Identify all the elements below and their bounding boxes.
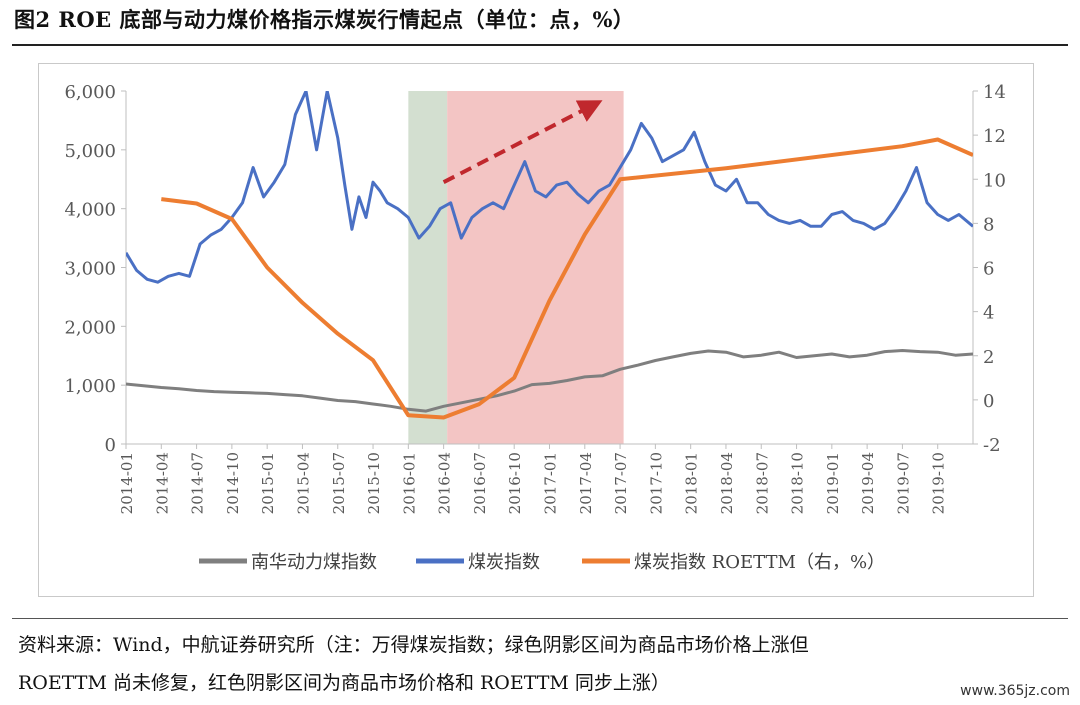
x-tick-label: 2017-10 — [647, 452, 665, 514]
right-tick-label: 12 — [983, 126, 1006, 147]
left-tick-label: 4,000 — [64, 200, 116, 221]
x-tick-label: 2018-10 — [789, 452, 807, 514]
x-tick-label: 2016-07 — [471, 452, 489, 514]
legend-item-roettm-label: 煤炭指数 ROETTM（右，%） — [634, 552, 885, 573]
x-tick-label: 2016-01 — [400, 452, 418, 514]
trend-arrow — [442, 100, 603, 184]
source-rule — [12, 618, 1068, 619]
left-tick-label: 1,000 — [64, 376, 116, 397]
right-tick-label: 10 — [983, 170, 1006, 191]
title-rule — [12, 44, 1068, 46]
x-tick-label: 2014-10 — [224, 452, 242, 514]
x-tick-label: 2016-10 — [506, 452, 524, 514]
series-line-nanhua — [126, 349, 973, 413]
x-tick-label: 2016-04 — [436, 452, 454, 514]
x-tick-label: 2015-01 — [259, 452, 277, 514]
source-note: 资料来源：Wind，中航证券研究所（注：万得煤炭指数；绿色阴影区间为商品市场价格… — [18, 626, 1068, 702]
x-tick-label: 2017-07 — [612, 452, 630, 514]
left-tick-label: 2,000 — [64, 317, 116, 338]
series-line-coal-index — [126, 91, 973, 284]
x-tick-label: 2018-07 — [753, 452, 771, 514]
right-tick-label: 4 — [983, 303, 994, 324]
x-tick-label: 2018-04 — [718, 452, 736, 514]
right-tick-label: 0 — [983, 391, 994, 412]
right-tick-label: -2 — [983, 435, 1001, 456]
source-line-1: 资料来源：Wind，中航证券研究所（注：万得煤炭指数；绿色阴影区间为商品市场价格… — [18, 634, 809, 656]
legend-item-coal-index-label: 煤炭指数 — [468, 552, 540, 573]
x-tick-label: 2017-01 — [542, 452, 560, 514]
figure-title: 图2 ROE 底部与动力煤价格指示煤炭行情起点（单位：点，%） — [14, 7, 635, 32]
right-tick-label: 2 — [983, 347, 994, 368]
x-tick-label: 2019-04 — [859, 452, 877, 514]
x-tick-label: 2014-07 — [189, 452, 207, 514]
x-tick-label: 2015-10 — [365, 452, 383, 514]
x-tick-label: 2015-04 — [294, 452, 312, 514]
right-tick-label: 6 — [983, 259, 994, 280]
legend-item-nanhua-label: 南华动力煤指数 — [251, 552, 377, 573]
x-tick-label: 2017-04 — [577, 452, 595, 514]
chart-frame: 0 1,000 2,000 3,000 4,000 5,000 6,000 -2 0 2 4 6 8 10… — [38, 63, 1034, 597]
left-tick-label: 6,000 — [64, 82, 116, 103]
right-tick-label: 8 — [983, 214, 994, 235]
shaded-region-green — [408, 91, 448, 444]
x-tick-label: 2019-01 — [824, 452, 842, 514]
x-tick-label: 2014-01 — [118, 452, 136, 514]
left-tick-label: 5,000 — [64, 141, 116, 162]
x-tick-label: 2019-10 — [930, 452, 948, 514]
source-line-2: ROETTM 尚未修复，红色阴影区间为商品市场价格和 ROETTM 同步上涨） — [18, 672, 670, 694]
chart-svg: 0 1,000 2,000 3,000 4,000 5,000 6,000 -2 0 2 4 6 8 10… — [64, 82, 1006, 573]
left-tick-label: 0 — [105, 435, 116, 456]
x-tick-label: 2019-07 — [894, 452, 912, 514]
right-tick-label: 14 — [983, 82, 1006, 103]
series-line-roettm — [161, 137, 973, 420]
watermark: www.365jz.com — [960, 683, 1070, 699]
shaded-region-red — [447, 91, 624, 444]
left-tick-label: 3,000 — [64, 259, 116, 280]
x-tick-label: 2018-01 — [683, 452, 701, 514]
x-tick-label: 2015-07 — [330, 452, 348, 514]
x-tick-label: 2014-04 — [153, 452, 171, 514]
